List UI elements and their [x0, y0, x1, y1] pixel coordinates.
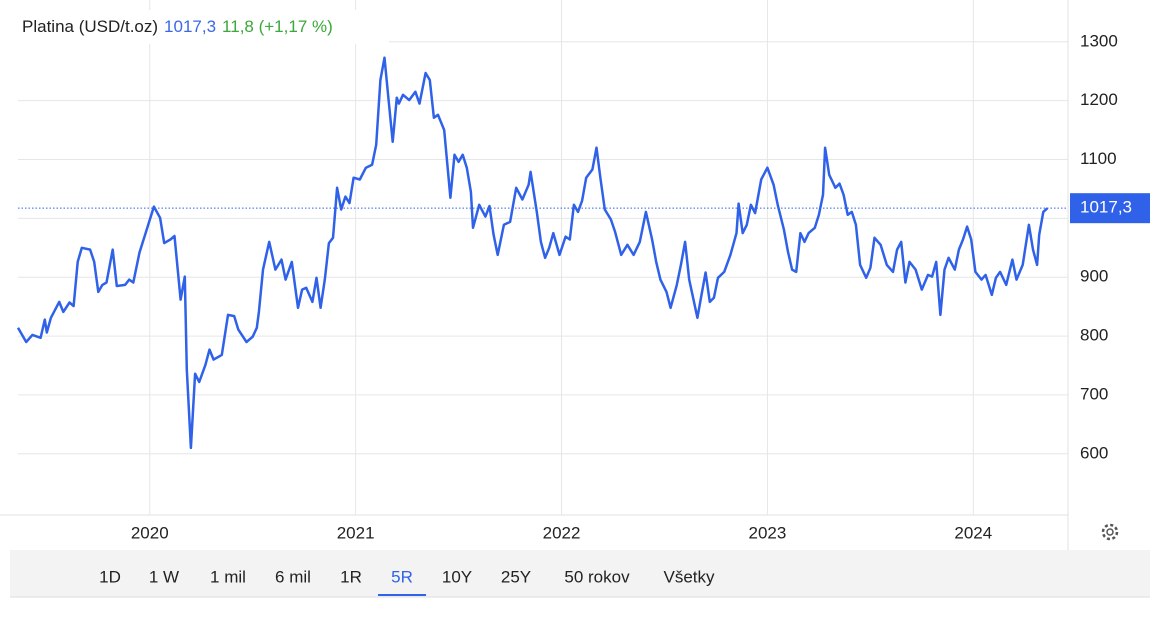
x-tick-label: 2020 [131, 523, 169, 542]
last-value-tag-label: 1017,3 [1080, 198, 1132, 217]
range-button[interactable]: 1 mil [210, 567, 246, 586]
gear-teeth [1101, 523, 1119, 541]
x-tick-label: 2022 [543, 523, 581, 542]
chart-title: Platina (USD/t.oz) [22, 17, 158, 36]
y-tick-label: 1200 [1080, 90, 1118, 109]
range-button[interactable]: Všetky [663, 567, 715, 586]
header-bg [14, 10, 389, 44]
y-tick-label: 700 [1080, 384, 1108, 403]
y-tick-label: 900 [1080, 267, 1108, 286]
header-change: 11,8 (+1,17 %) [222, 17, 333, 36]
y-tick-label: 1100 [1080, 149, 1117, 168]
range-button[interactable]: 6 mil [275, 567, 311, 586]
gear-hub [1106, 528, 1114, 536]
range-button[interactable]: 50 rokov [564, 567, 630, 586]
x-tick-label: 2021 [337, 523, 375, 542]
range-toolbar [10, 550, 1150, 597]
y-tick-label: 600 [1080, 443, 1108, 462]
header: Platina (USD/t.oz) 1017,3 11,8 (+1,17 %) [22, 17, 333, 36]
range-button[interactable]: 1R [340, 567, 362, 586]
range-button[interactable]: 25Y [501, 567, 531, 586]
last-value-tag [1070, 193, 1150, 224]
x-tick-label: 2024 [954, 523, 992, 542]
range-button[interactable]: 1D [99, 567, 121, 586]
x-tick-label: 2023 [748, 523, 786, 542]
y-tick-label: 1300 [1080, 31, 1118, 50]
settings-icon[interactable] [1101, 523, 1119, 541]
price-line [16, 56, 1049, 450]
y-tick-label: 800 [1080, 326, 1108, 345]
range-button[interactable]: 1 W [149, 567, 179, 586]
range-button[interactable]: 5R [391, 567, 413, 586]
header-price: 1017,3 [164, 17, 216, 36]
range-button[interactable]: 10Y [442, 567, 472, 586]
